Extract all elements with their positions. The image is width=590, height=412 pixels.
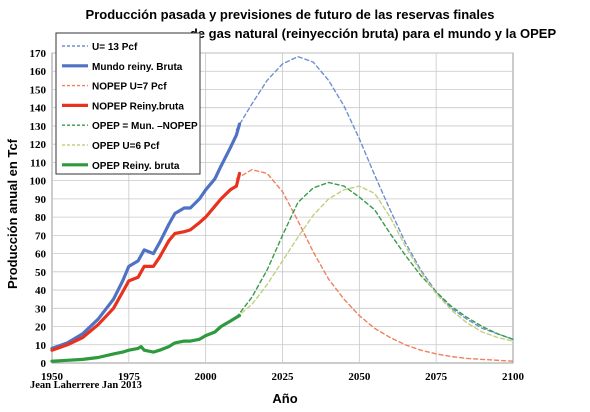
legend: U= 13 Pcf Mundo reiny. Bruta NOPEP U=7 Pcf… [55, 32, 201, 175]
y-tick-label: 120 [30, 139, 47, 151]
y-tick-label: 50 [35, 267, 47, 279]
y-tick-label: 150 [30, 84, 47, 96]
legend-item-label: NOPEP U=7 Pcf [92, 82, 167, 93]
y-tick-label: 110 [30, 157, 46, 169]
series-line-opep-reiny-bruta [50, 314, 242, 363]
y-tick-label: 130 [30, 121, 47, 133]
y-tick-label: 80 [35, 212, 47, 224]
chart-title-line-1: Producción pasada y previsiones de futur… [86, 7, 495, 22]
series-line-u-13-pcf [235, 55, 514, 340]
y-tick-label: 20 [35, 322, 47, 334]
series-line-opep-mun-nopep [235, 181, 514, 340]
legend-item-label: OPEP = Mun. –NOPEP [92, 121, 198, 132]
x-tick-label: 2000 [195, 371, 218, 383]
y-tick-label: 30 [35, 303, 47, 315]
y-tick-label: 170 [30, 48, 47, 60]
legend-item-label: U= 13 Pcf [92, 42, 138, 53]
x-tick-label: 2075 [425, 371, 448, 383]
y-tick-label: 70 [35, 230, 47, 242]
legend-item-label: OPEP U=6 Pcf [92, 141, 160, 152]
y-tick-label: 0 [41, 358, 47, 370]
y-tick-label: 60 [35, 249, 47, 261]
chart-title-line-2: de gas natural (reinyección bruta) para … [190, 26, 557, 41]
y-tick-label: 10 [35, 340, 47, 352]
x-tick-label: 1950 [41, 371, 64, 383]
legend-item-label: Mundo reiny. Bruta [92, 62, 183, 73]
y-tick-label: 140 [30, 103, 47, 115]
y-tick-label: 160 [30, 66, 47, 78]
x-tick-labels: 1950 1975 2000 2025 2050 2075 2100 [41, 371, 525, 383]
series-line-opep-u-6-pcf [235, 185, 514, 342]
x-tick-label: 2025 [272, 371, 295, 383]
credit-text: Jean Laherrere Jan 2013 [30, 380, 142, 391]
y-tick-label: 90 [35, 194, 47, 206]
series-line-nopep-reiny-bruta [50, 171, 242, 352]
y-tick-label: 40 [35, 285, 47, 297]
x-tick-label: 2100 [502, 371, 525, 383]
y-axis-label: Producción anual en Tcf [5, 138, 20, 289]
x-tick-label: 1975 [118, 371, 141, 383]
legend-item-label: NOPEP Reiny.bruta [92, 101, 184, 112]
y-tick-label: 100 [30, 176, 47, 188]
series-lines [50, 55, 514, 363]
legend-box [55, 32, 201, 175]
y-tick-labels: 0 10 20 30 40 50 60 70 80 90 100 110 120 130 140 150 160… [30, 48, 47, 370]
x-axis-label: Año [272, 391, 297, 406]
series-line-mundo-reiny-bruta [50, 122, 242, 350]
legend-item-label: OPEP Reiny. bruta [92, 161, 180, 172]
series-line-nopep-u-7-pcf [235, 169, 514, 362]
x-tick-label: 2050 [348, 371, 371, 383]
